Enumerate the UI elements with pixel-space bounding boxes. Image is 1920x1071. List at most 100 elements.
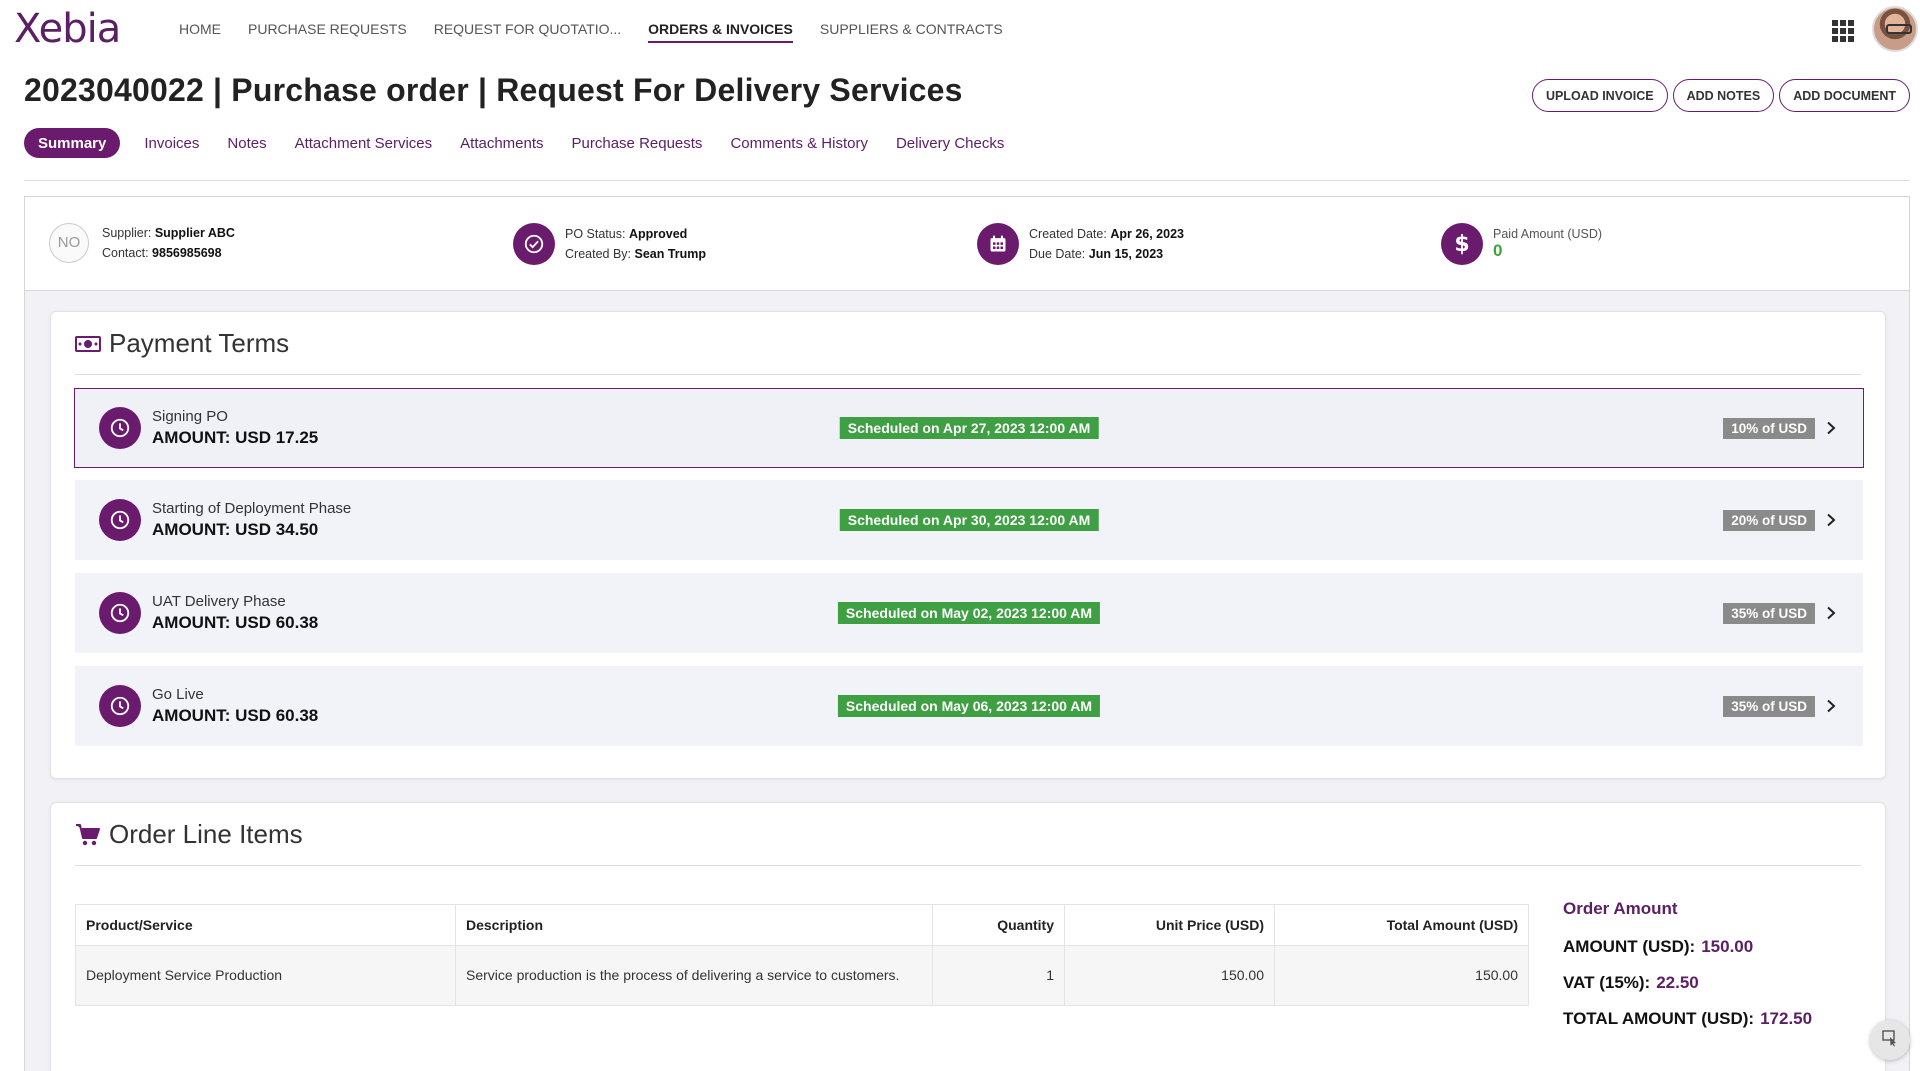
clock-icon	[99, 407, 141, 449]
status-label: PO Status:	[565, 227, 626, 241]
tab-comments-history[interactable]: Comments & History	[730, 134, 868, 152]
nav-purchase-requests[interactable]: PURCHASE REQUESTS	[248, 21, 407, 37]
percent-badge: 10% of USD	[1723, 417, 1815, 439]
created-by-line: Created By: Sean Trump	[565, 244, 706, 264]
tab-delivery-checks[interactable]: Delivery Checks	[895, 134, 1005, 152]
paid-info: $ Paid Amount (USD) 0	[1441, 223, 1602, 265]
term-name: Go Live	[152, 686, 204, 703]
percent-badge: 20% of USD	[1723, 509, 1815, 531]
term-text: UAT Delivery Phase AMOUNT: USD 60.38	[152, 592, 318, 634]
created-date-label: Created Date:	[1029, 227, 1107, 241]
contact-label: Contact:	[102, 246, 149, 260]
amount-label: AMOUNT (USD):	[1563, 937, 1696, 956]
user-avatar[interactable]	[1872, 6, 1918, 52]
percent-badge: 35% of USD	[1723, 602, 1815, 624]
chevron-right-icon[interactable]	[1825, 513, 1839, 527]
supplier-line: Supplier: Supplier ABC	[102, 223, 235, 243]
status-info: PO Status: Approved Created By: Sean Tru…	[513, 223, 706, 265]
nav-orders-invoices[interactable]: ORDERS & INVOICES	[648, 0, 793, 58]
scheduled-badge: Scheduled on May 06, 2023 12:00 AM	[837, 695, 1101, 717]
date-info: Created Date: Apr 26, 2023 Due Date: Jun…	[977, 223, 1184, 265]
vat-value: 22.50	[1656, 973, 1699, 992]
term-name: Starting of Deployment Phase	[152, 500, 352, 517]
top-navigation: Xebia HOME PURCHASE REQUESTS REQUEST FOR…	[0, 0, 1920, 58]
apps-grid-icon[interactable]	[1832, 20, 1854, 42]
tab-notes[interactable]: Notes	[227, 134, 267, 152]
paid-amount-label: Paid Amount (USD)	[1493, 227, 1603, 241]
status-line: PO Status: Approved	[565, 224, 706, 244]
upload-invoice-button[interactable]: UPLOAD INVOICE	[1531, 79, 1668, 112]
add-document-button[interactable]: ADD DOCUMENT	[1779, 79, 1910, 112]
paid-amount-value: 0	[1493, 241, 1503, 260]
percent-badge: 35% of USD	[1723, 695, 1815, 717]
contact-value: 9856985698	[152, 246, 222, 260]
chevron-right-icon[interactable]	[1825, 606, 1839, 620]
xebia-logo[interactable]: Xebia	[14, 6, 121, 52]
order-amount-summary: Order Amount AMOUNT (USD): 150.00 VAT (15…	[1563, 899, 1812, 1045]
add-notes-button[interactable]: ADD NOTES	[1672, 79, 1775, 112]
status-lines: PO Status: Approved Created By: Sean Tru…	[565, 224, 706, 264]
cell-product: Deployment Service Production	[75, 945, 456, 1006]
amount-value: 150.00	[1701, 937, 1754, 956]
tab-invoices[interactable]: Invoices	[144, 134, 200, 152]
due-date-line: Due Date: Jun 15, 2023	[1029, 244, 1184, 264]
page-title: 2023040022 | Purchase order | Request Fo…	[24, 72, 963, 108]
order-amount-title: Order Amount	[1563, 899, 1678, 918]
cell-total-amount: 150.00	[1274, 945, 1529, 1006]
payment-term-row[interactable]: UAT Delivery Phase AMOUNT: USD 60.38 Sch…	[75, 573, 1863, 653]
header-divider	[24, 180, 1910, 181]
payment-term-row[interactable]: Starting of Deployment Phase AMOUNT: USD…	[75, 480, 1863, 560]
vat-row: VAT (15%): 22.50	[1563, 973, 1812, 993]
created-by-value: Sean Trump	[634, 247, 707, 261]
payment-terms-heading: Payment Terms	[75, 328, 289, 359]
contact-line: Contact: 9856985698	[102, 243, 235, 263]
created-date-line: Created Date: Apr 26, 2023	[1029, 224, 1184, 244]
scheduled-badge: Scheduled on Apr 27, 2023 12:00 AM	[839, 417, 1099, 439]
term-text: Signing PO AMOUNT: USD 17.25	[152, 407, 318, 449]
tab-summary[interactable]: Summary	[24, 128, 121, 158]
term-amount: AMOUNT: USD 60.38	[152, 706, 319, 725]
supplier-label: Supplier:	[102, 226, 152, 240]
term-amount: AMOUNT: USD 60.38	[152, 613, 319, 632]
payment-terms-card: Payment Terms Signing PO AMOUNT: USD 17.…	[50, 311, 1886, 779]
shopping-cart-icon	[75, 823, 101, 847]
paid-lines: Paid Amount (USD) 0	[1493, 227, 1602, 261]
supplier-name: Supplier ABC	[154, 226, 235, 240]
chevron-right-icon[interactable]	[1825, 421, 1839, 435]
chevron-right-icon[interactable]	[1825, 699, 1839, 713]
check-circle-icon	[513, 223, 555, 265]
tab-attachment-services[interactable]: Attachment Services	[294, 134, 433, 152]
nav-suppliers-contracts[interactable]: SUPPLIERS & CONTRACTS	[819, 21, 1003, 37]
supplier-logo-text: NO	[57, 234, 81, 251]
tab-purchase-requests[interactable]: Purchase Requests	[571, 134, 703, 152]
clock-icon	[99, 685, 141, 727]
cell-description: Service production is the process of del…	[455, 945, 933, 1006]
table-row[interactable]: Deployment Service Production Service pr…	[75, 945, 1529, 1006]
nav-home[interactable]: HOME	[179, 21, 221, 37]
clock-icon	[99, 499, 141, 541]
tab-bar: Summary Invoices Notes Attachment Servic…	[24, 128, 1032, 158]
vat-label: VAT (15%):	[1563, 973, 1651, 992]
clock-icon	[99, 592, 141, 634]
supplier-info: NO Supplier: Supplier ABC Contact: 98569…	[49, 223, 235, 263]
tab-attachments[interactable]: Attachments	[460, 134, 544, 152]
dollar-icon: $	[1441, 223, 1483, 265]
col-product-service: Product/Service	[75, 904, 456, 946]
table-header-row: Product/Service Description Quantity Uni…	[75, 904, 1529, 946]
order-lines-divider	[75, 865, 1861, 866]
supplier-lines: Supplier: Supplier ABC Contact: 98569856…	[102, 223, 235, 263]
main-menu: HOME PURCHASE REQUESTS REQUEST FOR QUOTA…	[179, 0, 1030, 58]
due-date-value: Jun 15, 2023	[1088, 247, 1164, 261]
order-line-items-title: Order Line Items	[109, 819, 303, 849]
total-row: TOTAL AMOUNT (USD): 172.50	[1563, 1009, 1812, 1029]
term-name: Signing PO	[152, 408, 228, 425]
total-label: TOTAL AMOUNT (USD):	[1563, 1009, 1755, 1028]
payment-term-row[interactable]: Signing PO AMOUNT: USD 17.25 Scheduled o…	[74, 388, 1864, 468]
term-text: Starting of Deployment Phase AMOUNT: USD…	[152, 499, 351, 541]
payment-term-row[interactable]: Go Live AMOUNT: USD 60.38 Scheduled on M…	[75, 666, 1863, 746]
cursor-select-icon	[1881, 1029, 1899, 1052]
nav-request-for-quotation[interactable]: REQUEST FOR QUOTATIO...	[433, 21, 622, 37]
feedback-float-button[interactable]	[1870, 1020, 1910, 1060]
scheduled-badge: Scheduled on May 02, 2023 12:00 AM	[837, 602, 1101, 624]
order-line-items-card: Order Line Items Product/Service Descrip…	[50, 802, 1886, 1071]
